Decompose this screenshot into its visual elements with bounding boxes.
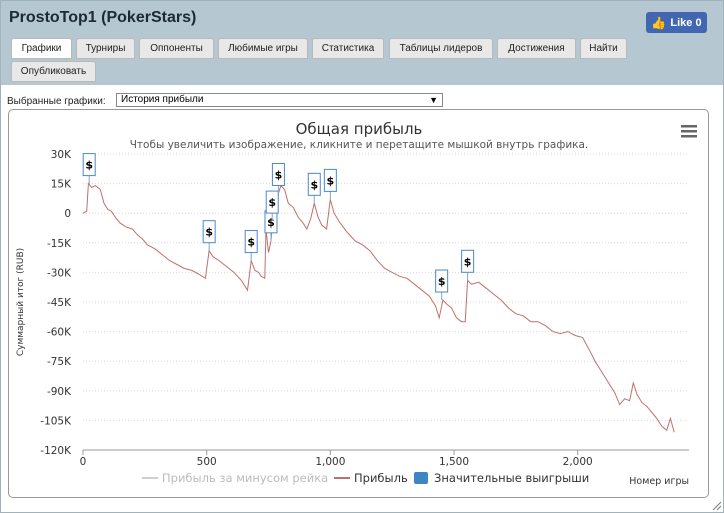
x-tick-label: 1,000 [315, 456, 345, 468]
chart-grid [83, 153, 689, 451]
y-tick-label: 15K [51, 179, 72, 191]
legend-label: Прибыль за минусом рейка [162, 471, 328, 485]
big-win-label: $ [438, 275, 446, 288]
tab-statistics[interactable]: Статистика [312, 38, 384, 59]
y-tick-label: -90K [47, 386, 72, 398]
tab-publish[interactable]: Опубликовать [11, 61, 96, 82]
tab-leaderboards[interactable]: Таблицы лидеров [389, 38, 493, 59]
thumbs-up-icon: 👍 [651, 15, 667, 30]
x-tick-label: 1,500 [439, 456, 469, 468]
tab-tournaments[interactable]: Турниры [76, 38, 135, 59]
y-tick-label: 0 [64, 208, 71, 220]
y-tick-label: -15K [47, 238, 72, 250]
resize-grip-icon[interactable] [711, 500, 721, 510]
tab-favorite-games[interactable]: Любимые игры [218, 38, 308, 59]
legend-label: Значительные выигрыши [434, 471, 589, 485]
dropdown-arrow-icon: ▼ [429, 95, 438, 105]
big-win-flag[interactable]: $ [307, 172, 321, 204]
y-tick-label: -45K [47, 297, 72, 309]
big-win-flag[interactable]: $ [265, 190, 279, 222]
y-axis-ticks: 30K 15K 0 -15K -30K -45K -60K -75K -90K -105K -120… [40, 149, 72, 457]
tab-search[interactable]: Найти [580, 38, 627, 59]
legend-item-big-wins[interactable]: Значительные выигрыши [414, 471, 589, 485]
tab-charts[interactable]: Графики [11, 38, 72, 59]
title-bar: ProstoTop1 (PokerStars) 👍 Like 0 [1, 1, 723, 35]
big-win-flag[interactable]: $ [244, 230, 258, 261]
tab-opponents[interactable]: Оппоненты [139, 38, 214, 59]
tab-strip: Графики Турниры Оппоненты Любимые игры С… [1, 35, 723, 85]
big-win-label: $ [267, 216, 275, 229]
big-wins-markers: $ $ $ $ $ $ $ $ $ $ [82, 153, 475, 301]
x-axis-label: Номер игры [629, 476, 689, 487]
big-win-flag[interactable]: $ [82, 153, 96, 184]
chart-selector-dropdown[interactable]: История прибыли ▼ [116, 93, 443, 107]
hamburger-icon [681, 125, 697, 128]
y-tick-label: -30K [47, 267, 72, 279]
big-win-label: $ [327, 174, 335, 187]
big-win-label: $ [275, 168, 283, 181]
big-win-flag[interactable]: $ [435, 269, 449, 301]
legend-item-profit[interactable]: Прибыль [334, 471, 408, 485]
x-tick-label: 500 [197, 456, 217, 468]
window-title: ProstoTop1 (PokerStars) [9, 9, 197, 26]
big-win-label: $ [268, 196, 276, 209]
big-win-flag[interactable]: $ [271, 162, 285, 194]
big-win-flag[interactable]: $ [202, 220, 216, 251]
big-win-label: $ [247, 236, 255, 249]
legend-label: Прибыль [354, 471, 408, 485]
y-tick-label: -60K [47, 327, 72, 339]
chart-selector-value: История прибыли [121, 94, 204, 105]
big-win-flag[interactable]: $ [461, 249, 475, 281]
y-tick-label: -105K [40, 415, 72, 427]
x-axis-ticks: 0 500 1,000 1,500 2,000 [80, 450, 593, 468]
big-win-label: $ [310, 178, 318, 191]
big-win-flag[interactable]: $ [323, 168, 337, 200]
series-group [82, 182, 675, 433]
facebook-like-button[interactable]: 👍 Like 0 [646, 12, 707, 33]
chart-menu-button[interactable] [679, 124, 697, 140]
series-line-profit [82, 182, 675, 433]
chart-title: Общая прибыль [296, 120, 423, 138]
chart-selector-label: Выбранные графики: [7, 95, 106, 107]
x-tick-label: 2,000 [563, 456, 593, 468]
like-label: Like 0 [670, 16, 702, 29]
y-tick-label: -120K [40, 445, 72, 457]
chart-subtitle: Чтобы увеличить изображение, кликните и … [130, 139, 589, 151]
x-tick-label: 0 [80, 456, 87, 468]
y-tick-label: -75K [47, 356, 72, 368]
big-win-label: $ [205, 226, 213, 239]
big-win-label: $ [85, 159, 93, 172]
y-axis-label: Суммарный итог (RUB) [16, 248, 26, 356]
legend-item-rake-profit[interactable]: Прибыль за минусом рейка [142, 471, 328, 485]
tab-achievements[interactable]: Достижения [497, 38, 576, 59]
big-win-label: $ [464, 255, 472, 268]
profit-chart[interactable]: Общая прибыль Чтобы увеличить изображени… [9, 110, 708, 497]
chart-panel: Общая прибыль Чтобы увеличить изображени… [8, 109, 709, 498]
chart-legend: Прибыль за минусом рейка Прибыль Значитель… [142, 471, 589, 485]
y-tick-label: 30K [51, 149, 72, 161]
